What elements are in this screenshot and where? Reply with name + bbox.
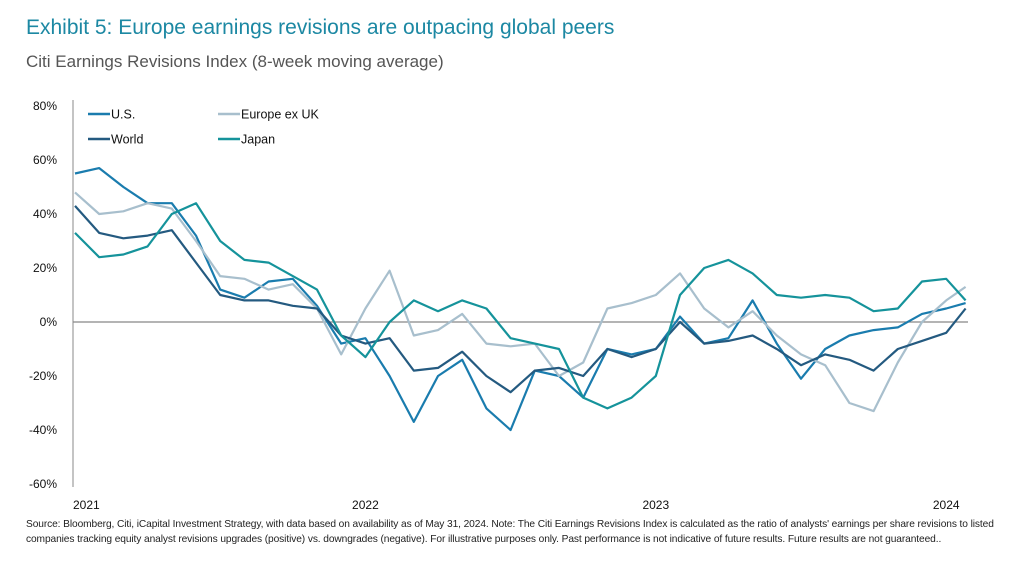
y-tick-label: -60%	[29, 477, 57, 491]
series-line-japan	[74, 202, 967, 410]
x-tick-label: 2024	[933, 498, 960, 512]
series-line-europe-ex-uk	[74, 191, 967, 413]
x-tick-label: 2023	[642, 498, 669, 512]
chart-subtitle: Citi Earnings Revisions Index (8-week mo…	[26, 52, 444, 71]
series-line-world	[74, 205, 967, 394]
line-chart: 80% 60% 40% 20% 0% -20% -40% -60% 2021 2022 2023 2…	[29, 99, 968, 512]
x-tick-label: 2022	[352, 498, 379, 512]
series-line-u-s-	[74, 167, 966, 432]
legend-label: Europe ex UK	[241, 108, 319, 122]
legend-label: World	[111, 133, 143, 147]
y-tick-label: 60%	[33, 153, 57, 167]
y-tick-label: -40%	[29, 423, 57, 437]
x-tick-label: 2021	[73, 498, 100, 512]
y-tick-label: -20%	[29, 369, 57, 383]
y-tick-label: 80%	[33, 99, 57, 113]
legend-item: World	[88, 133, 143, 147]
legend-label: Japan	[241, 133, 275, 147]
y-tick-label: 0%	[40, 315, 58, 329]
legend-item: Japan	[218, 133, 275, 147]
legend-item: U.S.	[88, 108, 135, 122]
legend-item: Europe ex UK	[218, 108, 319, 122]
exhibit-title: Exhibit 5: Europe earnings revisions are…	[26, 16, 615, 39]
legend-label: U.S.	[111, 108, 135, 122]
y-tick-label: 40%	[33, 207, 57, 221]
y-tick-label: 20%	[33, 261, 57, 275]
source-note: Source: Bloomberg, Citi, iCapital Invest…	[26, 519, 994, 545]
